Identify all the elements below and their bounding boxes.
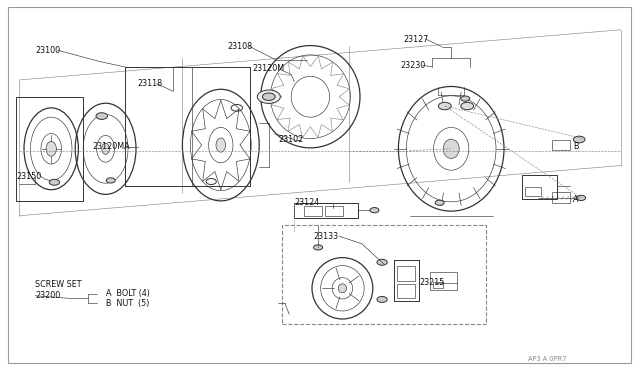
Text: 23120MA: 23120MA — [93, 142, 131, 151]
Bar — [525, 187, 541, 196]
Circle shape — [314, 245, 323, 250]
Circle shape — [577, 195, 586, 201]
Circle shape — [106, 178, 115, 183]
Bar — [397, 284, 415, 298]
Bar — [282, 225, 486, 324]
Text: 23150: 23150 — [16, 172, 41, 181]
Circle shape — [573, 136, 585, 143]
Circle shape — [49, 179, 60, 185]
Text: 23118: 23118 — [138, 79, 163, 88]
Circle shape — [438, 102, 451, 110]
Ellipse shape — [434, 128, 468, 170]
Text: 23200: 23200 — [35, 291, 60, 300]
Ellipse shape — [443, 139, 460, 158]
Circle shape — [370, 208, 379, 213]
Ellipse shape — [46, 141, 56, 156]
Text: 23120M: 23120M — [253, 64, 285, 73]
Text: AP3 A 0PR7: AP3 A 0PR7 — [528, 356, 566, 362]
Text: 23100: 23100 — [35, 46, 60, 55]
Text: 23124: 23124 — [294, 198, 319, 207]
Bar — [430, 272, 457, 290]
Bar — [522, 175, 557, 199]
Text: 23102: 23102 — [278, 135, 303, 144]
Bar — [325, 206, 343, 216]
Ellipse shape — [102, 143, 109, 154]
Circle shape — [96, 113, 108, 119]
Ellipse shape — [216, 138, 226, 152]
Text: 23127: 23127 — [403, 35, 429, 44]
Ellipse shape — [291, 76, 330, 117]
Circle shape — [377, 259, 387, 265]
Text: B  NUT  (5): B NUT (5) — [106, 299, 149, 308]
Text: 23133: 23133 — [314, 232, 339, 241]
Circle shape — [377, 296, 387, 302]
Bar — [433, 282, 443, 288]
Text: A: A — [573, 195, 579, 203]
Bar — [397, 266, 415, 281]
Circle shape — [461, 102, 474, 110]
Circle shape — [435, 200, 444, 205]
Text: 23230: 23230 — [400, 61, 425, 70]
Bar — [304, 206, 322, 216]
Text: B: B — [573, 142, 579, 151]
Bar — [16, 97, 83, 201]
Text: 23215: 23215 — [419, 278, 445, 287]
Bar — [552, 140, 570, 150]
Circle shape — [461, 96, 470, 101]
Circle shape — [262, 93, 275, 100]
Bar — [552, 192, 570, 203]
Text: SCREW SET: SCREW SET — [35, 280, 82, 289]
Circle shape — [257, 90, 280, 103]
Text: A  BOLT (4): A BOLT (4) — [106, 289, 150, 298]
Ellipse shape — [339, 284, 347, 293]
Text: 23108: 23108 — [227, 42, 252, 51]
